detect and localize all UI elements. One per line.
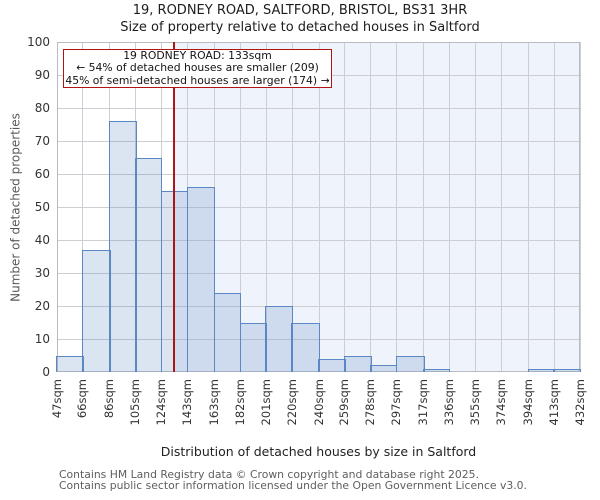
gridline-vertical <box>553 42 555 372</box>
y-tick-label: 50 <box>34 199 50 214</box>
footer-copyright: Contains HM Land Registry data © Crown c… <box>59 468 479 481</box>
x-tick-label: 278sqm <box>363 379 378 426</box>
annotation-box: 19 RODNEY ROAD: 133sqm ← 54% of detached… <box>63 49 332 88</box>
histogram-bar <box>82 249 111 372</box>
annotation-larger-stat: 45% of semi-detached houses are larger (… <box>65 73 330 87</box>
histogram-bar <box>56 355 84 372</box>
x-tick-label: 105sqm <box>128 379 143 426</box>
histogram-bar <box>186 187 216 372</box>
histogram-bar <box>395 355 425 372</box>
x-tick-label: 143sqm <box>179 379 194 426</box>
x-tick-label: 317sqm <box>416 379 431 426</box>
x-tick-label: 47sqm <box>49 379 64 419</box>
histogram-bar <box>109 121 137 372</box>
x-axis-label: Distribution of detached houses by size … <box>160 444 477 459</box>
annotation-property-size: 19 RODNEY ROAD: 133sqm <box>123 49 272 63</box>
plot-area <box>56 42 581 372</box>
gridline-vertical <box>423 42 425 372</box>
gridline-horizontal <box>57 206 580 208</box>
gridline-vertical <box>579 42 581 372</box>
gridline-vertical <box>527 42 529 372</box>
gridline-vertical <box>56 42 58 372</box>
page-title: 19, RODNEY ROAD, SALTFORD, BRISTOL, BS31… <box>132 3 468 18</box>
gridline-horizontal <box>57 272 580 274</box>
histogram-bar <box>213 292 242 372</box>
x-tick-label: 220sqm <box>284 379 299 426</box>
y-tick-label: 10 <box>34 331 50 346</box>
x-tick-label: 163sqm <box>207 379 222 426</box>
y-tick-label: 20 <box>34 298 50 313</box>
gridline-vertical <box>396 42 398 372</box>
histogram-bar <box>423 368 451 372</box>
y-tick-label: 30 <box>34 265 50 280</box>
histogram-bar <box>370 365 398 372</box>
x-tick-label: 259sqm <box>337 379 352 426</box>
gridline-vertical <box>239 42 241 372</box>
gridline-horizontal <box>57 107 580 109</box>
histogram-bar <box>344 355 372 372</box>
histogram-bar <box>135 157 163 372</box>
gridline-vertical <box>474 42 476 372</box>
gridline-horizontal <box>57 239 580 241</box>
x-tick-label: 374sqm <box>493 379 508 426</box>
gridline-horizontal <box>57 173 580 175</box>
annotation-smaller-stat: ← 54% of detached houses are smaller (20… <box>76 61 319 75</box>
y-tick-label: 70 <box>34 133 50 148</box>
y-tick-label: 40 <box>34 232 50 247</box>
x-tick-label: 394sqm <box>520 379 535 426</box>
histogram-bar <box>239 322 267 372</box>
gridline-vertical <box>500 42 502 372</box>
y-tick-label: 80 <box>34 100 50 115</box>
x-tick-label: 124sqm <box>154 379 169 426</box>
histogram-bar <box>553 368 581 372</box>
histogram-bar <box>527 368 555 372</box>
gridline-vertical <box>82 42 84 372</box>
x-tick-label: 413sqm <box>546 379 561 426</box>
x-tick-label: 240sqm <box>311 379 326 426</box>
y-tick-label: 100 <box>27 34 50 49</box>
chart-subtitle: Size of property relative to detached ho… <box>120 20 480 35</box>
footer-licence: Contains public sector information licen… <box>59 479 527 492</box>
gridline-vertical <box>370 42 372 372</box>
x-tick-label: 432sqm <box>572 379 587 426</box>
histogram-bar <box>318 358 346 372</box>
gridline-horizontal <box>57 140 580 142</box>
x-tick-label: 355sqm <box>467 379 482 426</box>
gridline-vertical <box>318 42 320 372</box>
y-tick-label: 90 <box>34 67 50 82</box>
x-tick-label: 201sqm <box>258 379 273 426</box>
x-tick-label: 182sqm <box>232 379 247 426</box>
gridline-vertical <box>291 42 293 372</box>
gridline-horizontal <box>57 338 580 340</box>
histogram-bar <box>291 322 320 372</box>
gridline-vertical <box>344 42 346 372</box>
property-size-marker-line <box>172 42 175 372</box>
x-tick-label: 86sqm <box>102 379 117 419</box>
x-tick-label: 336sqm <box>442 379 457 426</box>
x-tick-label: 66sqm <box>75 379 90 419</box>
y-tick-label: 0 <box>42 364 50 379</box>
histogram-bar <box>265 306 293 372</box>
y-tick-label: 60 <box>34 166 50 181</box>
gridline-vertical <box>265 42 267 372</box>
gridline-vertical <box>449 42 451 372</box>
gridline-horizontal <box>57 305 580 307</box>
x-tick-label: 297sqm <box>389 379 404 426</box>
